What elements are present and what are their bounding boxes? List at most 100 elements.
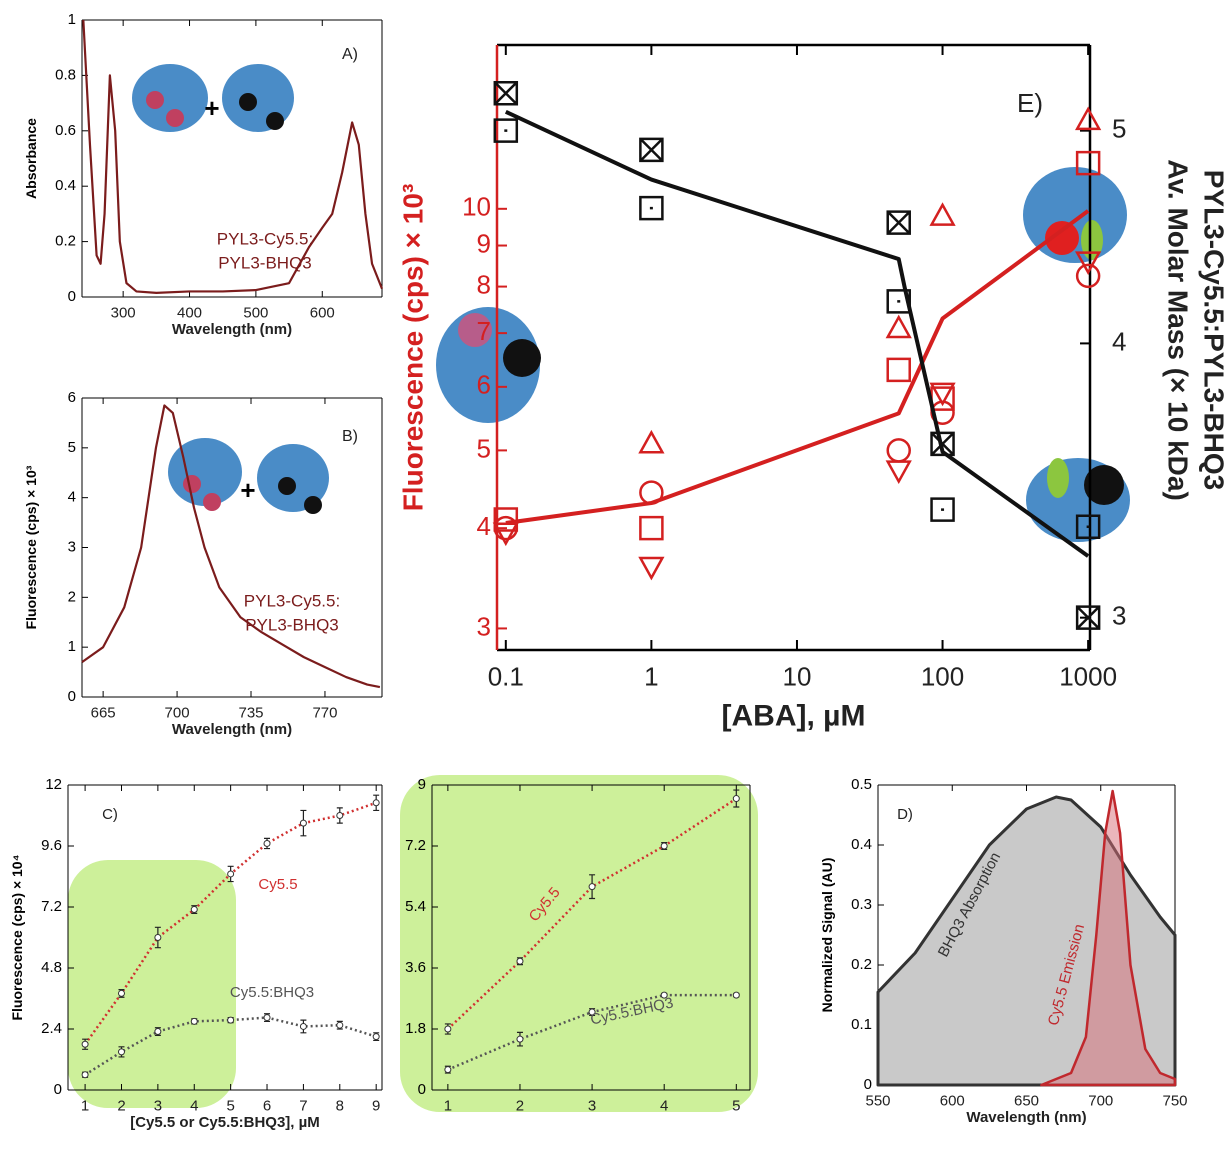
marker <box>588 883 596 891</box>
x-tick-label: 9 <box>372 1097 380 1114</box>
marker <box>81 1040 89 1048</box>
x-tick-label: 1 <box>81 1097 89 1114</box>
marker <box>372 1033 380 1041</box>
marker <box>660 991 668 999</box>
marker <box>1075 106 1102 131</box>
marker <box>639 515 664 541</box>
marker <box>493 81 519 106</box>
annotation: C) <box>102 806 118 823</box>
highlight <box>68 860 236 1108</box>
marker <box>929 382 956 407</box>
protein-cartoon: + + <box>132 64 1130 542</box>
y2-axis-title: PYL3-Cy5.5:PYL3-BHQ3 <box>1199 170 1229 491</box>
annotation: D) <box>897 806 913 823</box>
y-tick-label: 7 <box>477 316 491 346</box>
x-axis-title: Wavelength (nm) <box>172 721 292 738</box>
y-tick-label: 9 <box>418 776 426 793</box>
marker <box>930 497 955 522</box>
y2-tick-label: 3 <box>1112 601 1126 631</box>
x-tick-label: 750 <box>1162 1092 1187 1109</box>
x-tick-label: 3 <box>588 1097 596 1114</box>
x-axis-title: Wavelength (nm) <box>172 321 292 338</box>
y-tick-label: 0 <box>864 1076 872 1093</box>
y-tick-label: 9 <box>477 228 491 258</box>
x-tick-label: 300 <box>111 304 136 321</box>
marker <box>190 1017 198 1025</box>
svg-text:+: + <box>240 475 255 505</box>
annotation: PYL3-Cy5.5: <box>244 591 340 610</box>
y-tick-label: 0.3 <box>851 896 872 913</box>
y-tick-label: 3.6 <box>405 959 426 976</box>
marker <box>885 460 912 485</box>
marker <box>117 1048 125 1056</box>
annotation: A) <box>342 46 358 63</box>
marker <box>444 1025 452 1033</box>
x-tick-label: 0.1 <box>488 661 524 691</box>
marker <box>885 314 912 339</box>
x-tick-label: 735 <box>238 704 263 721</box>
marker <box>886 357 911 383</box>
marker <box>886 210 911 235</box>
marker <box>1075 150 1101 176</box>
marker <box>444 1066 452 1074</box>
line <box>504 109 1090 558</box>
y2-tick-label: 5 <box>1112 114 1126 144</box>
marker <box>732 991 740 999</box>
line <box>81 404 381 689</box>
y-tick-label: 0 <box>418 1081 426 1098</box>
marker <box>154 934 162 941</box>
x-tick-label: 4 <box>660 1097 668 1114</box>
marker <box>299 1023 307 1030</box>
marker <box>588 1008 596 1016</box>
x-tick-label: 1000 <box>1059 661 1117 691</box>
y-tick-label: 0.2 <box>55 233 76 250</box>
marker <box>930 431 955 457</box>
x-tick-label: 5 <box>226 1097 234 1114</box>
x-tick-label: 770 <box>312 704 337 721</box>
y-tick-label: 4.8 <box>41 959 62 976</box>
x-tick-label: 650 <box>1014 1092 1039 1109</box>
line <box>82 19 384 294</box>
y-tick-label: 8 <box>477 269 491 299</box>
y-tick-label: 1 <box>68 11 76 28</box>
series-label: Cy5.5:BHQ3 <box>230 984 314 1001</box>
annotation: B) <box>342 428 358 445</box>
y-tick-label: 2.4 <box>41 1020 62 1037</box>
x-tick-label: 10 <box>783 661 812 691</box>
y-tick-label: 4 <box>68 489 76 506</box>
marker <box>299 819 307 827</box>
annotation: PYL3-BHQ3 <box>218 253 312 272</box>
y-axis-title: Fluorescence (cps) × 10⁴ <box>9 854 25 1020</box>
y-tick-label: 5.4 <box>405 898 426 915</box>
y2-axis-title: Av. Molar Mass (× 10 kDa) <box>1163 159 1194 501</box>
marker <box>639 480 664 505</box>
x-tick-label: 550 <box>865 1092 890 1109</box>
x-tick-label: 665 <box>91 704 116 721</box>
y-tick-label: 9.6 <box>41 837 62 854</box>
y-tick-label: 0 <box>68 288 76 305</box>
y-tick-label: 6 <box>68 389 76 406</box>
x-tick-label: 2 <box>117 1097 125 1114</box>
marker <box>493 118 519 143</box>
y-axis-title: Normalized Signal (AU) <box>819 858 835 1013</box>
annotation: E) <box>1017 88 1043 118</box>
marker <box>516 957 524 965</box>
marker <box>1075 605 1101 630</box>
y-axis-title: Absorbance <box>23 118 39 199</box>
marker <box>1075 514 1101 540</box>
y-axis-title: Fluorescence (cps) × 10³ <box>397 184 428 512</box>
x-tick-label: 1 <box>444 1097 452 1114</box>
x-tick-label: 4 <box>190 1097 198 1114</box>
y-tick-label: 0.5 <box>851 776 872 793</box>
marker <box>638 429 665 454</box>
highlight <box>400 775 758 1112</box>
x-axis-title: Wavelength (nm) <box>966 1109 1086 1126</box>
y-axis-title: Fluorescence (cps) × 10³ <box>23 465 39 629</box>
x-tick-label: 500 <box>243 304 268 321</box>
y-tick-label: 0.2 <box>851 956 872 973</box>
marker <box>336 812 344 819</box>
marker <box>263 1014 271 1021</box>
y2-tick-label: 4 <box>1112 326 1126 356</box>
marker <box>638 556 665 581</box>
marker <box>227 1016 235 1024</box>
